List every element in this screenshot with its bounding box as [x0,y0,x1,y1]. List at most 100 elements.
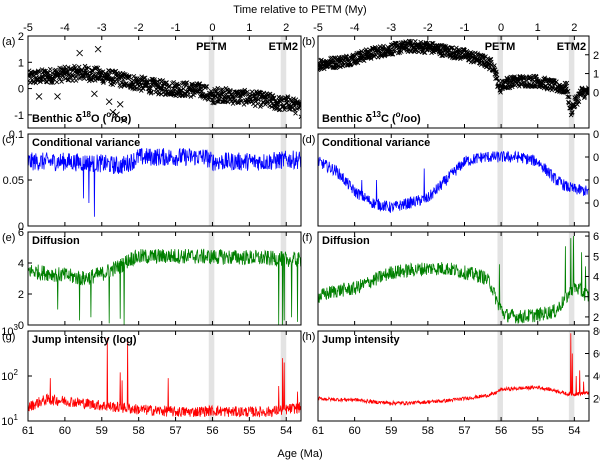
y-tick-label: 1 [593,69,599,81]
top-tick-label: 2 [571,22,577,34]
y-tick-base: 10 [1,416,13,428]
top-tick-label: -1 [171,22,181,34]
y-tick-label: 0.3 [593,152,600,164]
y-tick-label: 40 [593,371,600,383]
series-h [318,333,589,407]
y-tick-label: 0 [18,221,24,233]
scatter-markers-b [318,38,589,118]
title-part: O ( [91,113,107,125]
scatter-markers-a [28,45,301,124]
top-tick-label: 2 [283,22,289,34]
top-tick-label: 0 [498,22,504,34]
series-g [28,337,301,418]
panel-title: Conditional variance [32,137,140,149]
series-b [318,38,589,118]
panel-a: -5 -4 -3 -2 -1 0 1 2 2 1 0 -1 (a) Benthic δ18O (o/oo)… [2,22,302,129]
title-part: δ [365,113,372,125]
panel-e: 6 4 2 0 (e) Diffusion [2,227,302,332]
y-tick-label: 3 [593,292,599,304]
y-tick-label: 2 [18,289,24,301]
x-tick-label: 58 [422,425,434,437]
top-tick-label: -2 [134,22,144,34]
title-part: /oo) [401,113,421,125]
y-tick-label: 0 [18,320,24,332]
x-tick-label: 56 [206,425,218,437]
event-label-etm2: ETM2 [269,41,298,53]
x-tick-label: 59 [96,425,108,437]
y-tick-label: 102 [1,368,18,383]
panel-frame-f [317,231,590,326]
y-tick-label: 103 [1,323,18,338]
panel-frame-b [317,35,590,129]
x-tick-label: 61 [22,425,34,437]
panel-f: 6 5 4 3 2 (f) Diffusion [302,231,599,326]
top-tick-label: -5 [23,22,33,34]
title-part: o [106,110,111,119]
y-tick-exponent: 3 [14,323,19,332]
title-part: C ( [381,113,396,125]
event-band-petm [497,134,503,226]
series-line-h [318,333,589,407]
panel-letter: (b) [302,36,315,48]
top-tick-label: -3 [97,22,107,34]
y-tick-label: 1 [18,57,24,69]
series-f [318,235,589,324]
title-part: 18 [82,110,91,119]
y-tick-label: 6 [593,231,599,243]
y-tick-label: 4 [18,258,24,270]
panel-letter: (f) [302,232,312,244]
top-axis-title: Time relative to PETM (My) [233,4,366,16]
y-tick-exponent: 2 [14,368,19,377]
series-c [28,147,301,217]
event-label-petm: PETM [485,41,516,53]
top-tick-label: -4 [60,22,70,34]
title-part: 13 [372,110,381,119]
event-band-petm [208,331,215,421]
y-tick-base: 10 [1,326,13,338]
x-tick-label: 59 [385,425,397,437]
top-tick-label: 0 [209,22,215,34]
top-tick-label: -4 [350,22,360,34]
title-part: Benthic [322,113,365,125]
panel-title: Benthic δ13C (o/oo) [322,110,421,125]
panel-title: Conditional variance [322,137,430,149]
x-tick-label: 60 [59,425,71,437]
title-part: Benthic [32,113,75,125]
y-tick-label: 20 [593,394,600,406]
event-band-petm [497,331,503,421]
x-tick-label: 55 [532,425,544,437]
panel-frame-a [27,35,302,129]
y-tick-label: 0.1 [9,129,24,141]
event-band-petm [208,36,215,128]
panel-letter: (h) [302,331,315,343]
title-part: δ [75,113,82,125]
y-tick-label: 0 [18,84,24,96]
y-tick-label: 4 [593,271,599,283]
y-tick-label: 60 [593,349,600,361]
panel-b: -5 -4 -3 -2 -1 0 1 2 2 1 0 (b) Benthic δ13C (o/oo) PE… [302,22,599,129]
top-tick-label: -1 [460,22,470,34]
y-tick-base: 10 [1,371,13,383]
panel-letter: (a) [2,36,15,48]
top-tick-label: 1 [535,22,541,34]
event-band-etm2 [280,134,287,226]
y-tick-label: 6 [18,227,24,239]
panel-c: 0.1 0.05 0 (c) Conditional variance [2,129,302,233]
y-tick-label: 0.1 [593,198,600,210]
panel-letter: (d) [302,134,315,146]
event-label-etm2: ETM2 [557,41,586,53]
panel-d: 0.4 0.3 0.2 0.1 (d) Conditional variance [302,129,600,227]
panel-h: 61 60 59 58 57 56 55 54 80 60 40 20 (h) Jump intensit… [302,326,600,437]
event-band-etm2 [280,232,287,325]
x-tick-label: 57 [458,425,470,437]
x-tick-label: 55 [243,425,255,437]
y-tick-exponent: 1 [14,413,19,422]
panel-letter: (g) [2,331,15,343]
event-band-petm [208,134,215,226]
panel-title: Diffusion [322,235,370,247]
x-tick-label: 60 [348,425,360,437]
panel-title: Jump intensity [322,334,401,346]
event-band-petm [497,232,503,325]
series-line-f [318,235,589,324]
